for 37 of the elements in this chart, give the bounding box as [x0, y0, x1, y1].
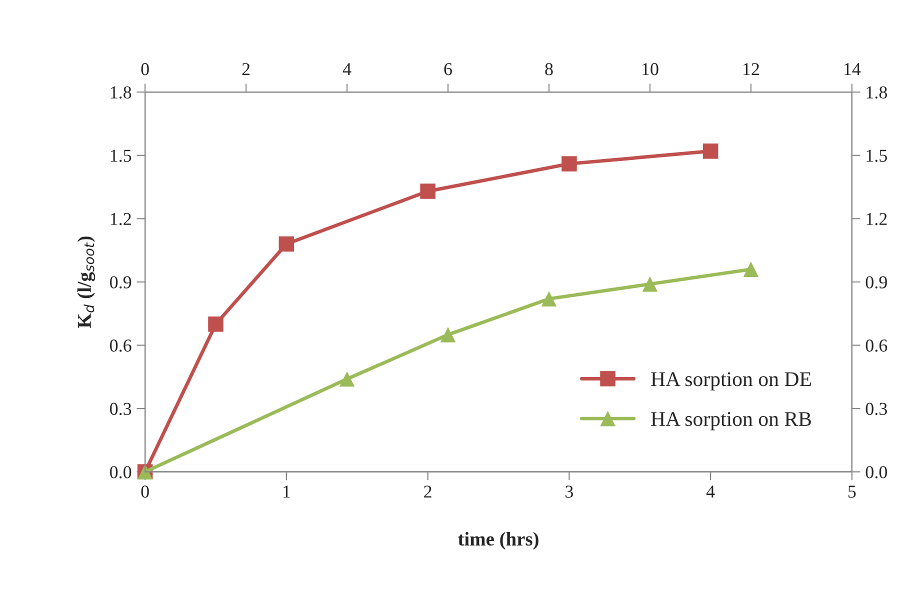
y-tick-label: 1.5 — [110, 150, 132, 162]
x-tick-label: 3 — [566, 486, 573, 498]
x-tick-label: 5 — [848, 486, 856, 498]
x-axis-title: time (hrs) — [458, 532, 538, 550]
y2-tick-label: 1.5 — [866, 150, 887, 162]
y2-tick-label: 0.9 — [866, 276, 887, 288]
x2-tick-label: 10 — [642, 63, 658, 76]
x-tick-label: 0 — [141, 486, 149, 498]
y2-tick-label: 1.2 — [866, 212, 887, 226]
y2-tick-label: 0.0 — [866, 466, 888, 478]
x-tick-label: 2 — [424, 486, 432, 498]
x2-tick-label: 12 — [744, 63, 759, 76]
x2-tick-label: 6 — [444, 63, 452, 76]
x-tick-label: 1 — [284, 486, 290, 498]
y-tick-label: 0.6 — [110, 340, 132, 352]
y-tick-label: 1.2 — [110, 212, 131, 226]
x2-tick-label: 14 — [844, 63, 861, 76]
x2-tick-label: 4 — [342, 63, 352, 76]
x2-tick-label: 0 — [141, 63, 149, 76]
y-tick-label: 0.0 — [110, 466, 132, 478]
point — [420, 184, 436, 199]
y-tick-label: 0.9 — [110, 276, 132, 288]
point — [278, 236, 294, 252]
y2-tick-label: 0.3 — [866, 402, 887, 416]
point — [208, 316, 224, 332]
x2-tick-label: 2 — [242, 63, 250, 76]
legend-label: HA sorption on DE — [651, 372, 811, 390]
x-tick-label: 4 — [706, 486, 715, 498]
y-tick-label: 0.3 — [110, 402, 132, 416]
point — [702, 144, 718, 159]
x2-tick-label: 8 — [545, 63, 553, 76]
y2-tick-label: 0.6 — [866, 340, 888, 352]
point — [562, 156, 577, 172]
y-axis-title: K$_{d}$ (l/g$_{soot}$) — [77, 236, 96, 328]
y2-tick-label: 1.8 — [866, 86, 888, 99]
y-tick-label: 1.8 — [110, 86, 132, 99]
legend-label: HA sorption on RB — [651, 412, 811, 430]
